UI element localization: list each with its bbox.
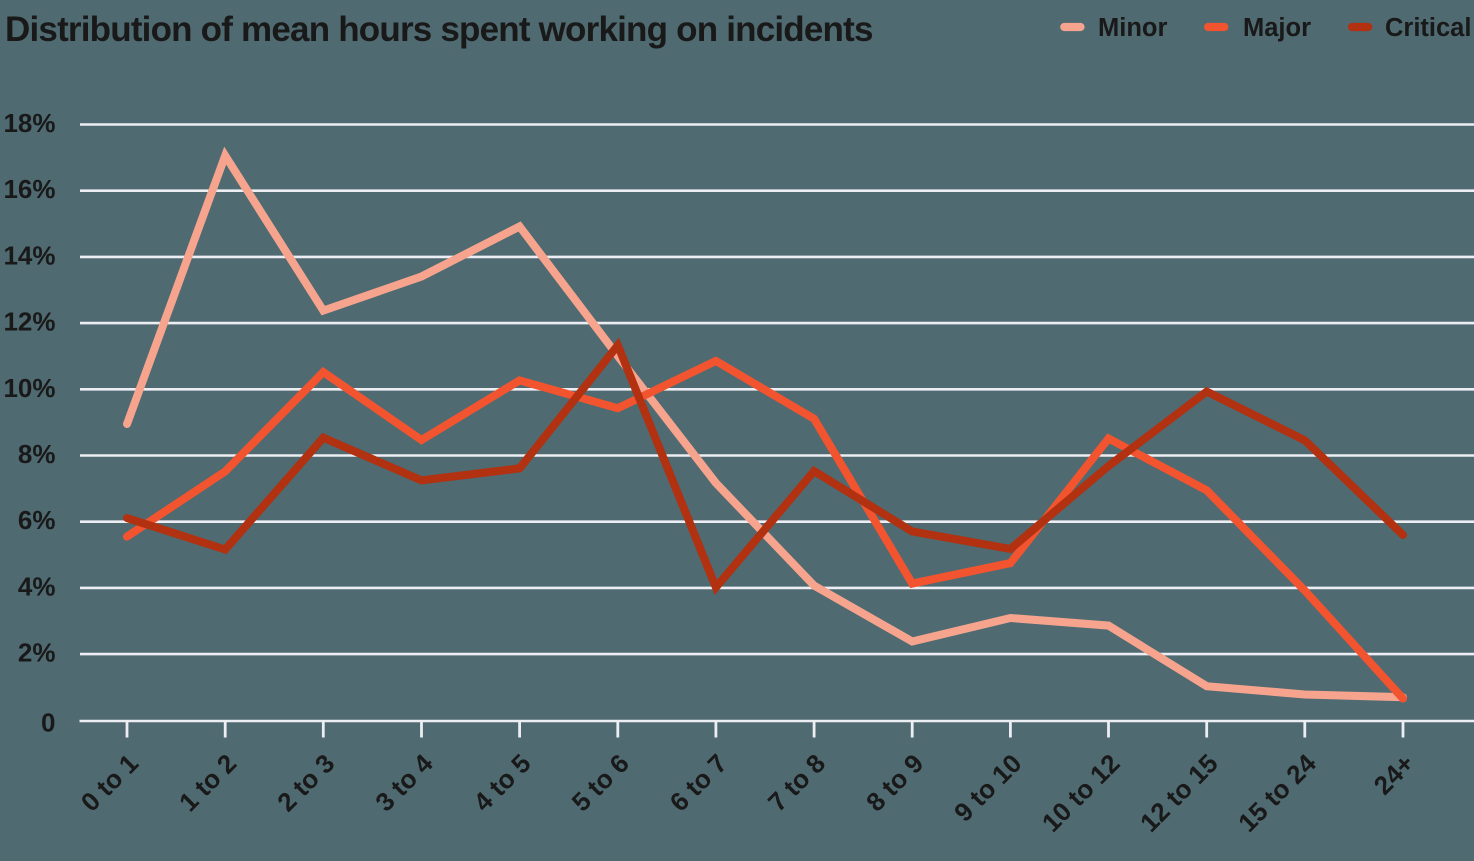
svg-text:Minor: Minor [1098,14,1167,42]
svg-text:6%: 6% [18,505,56,535]
svg-text:5 to 6: 5 to 6 [566,748,635,817]
svg-text:Distribution of mean hours spe: Distribution of mean hours spent working… [5,10,873,49]
svg-text:10 to 12: 10 to 12 [1036,748,1126,838]
svg-text:18%: 18% [3,108,55,138]
svg-text:9 to 10: 9 to 10 [948,748,1027,827]
svg-text:24+: 24+ [1368,748,1420,800]
svg-text:Critical: Critical [1385,14,1471,42]
svg-text:0 to 1: 0 to 1 [75,748,144,817]
svg-text:8 to 9: 8 to 9 [860,748,929,817]
svg-text:4 to 5: 4 to 5 [467,748,536,817]
svg-text:12 to 15: 12 to 15 [1134,748,1224,838]
svg-text:2%: 2% [18,638,56,668]
svg-text:16%: 16% [3,174,55,204]
svg-text:7 to 8: 7 to 8 [762,748,831,817]
svg-text:8%: 8% [18,439,56,469]
svg-text:2 to 3: 2 to 3 [271,748,340,817]
svg-text:4%: 4% [18,571,56,601]
svg-text:6 to 7: 6 to 7 [664,748,733,817]
svg-text:10%: 10% [3,373,55,403]
svg-text:14%: 14% [3,240,55,270]
svg-text:1 to 2: 1 to 2 [173,748,242,817]
svg-text:0: 0 [41,707,55,737]
svg-text:15 to 24: 15 to 24 [1232,748,1322,838]
svg-text:3 to 4: 3 to 4 [369,748,439,818]
svg-text:12%: 12% [3,307,55,337]
svg-text:Major: Major [1243,14,1311,42]
